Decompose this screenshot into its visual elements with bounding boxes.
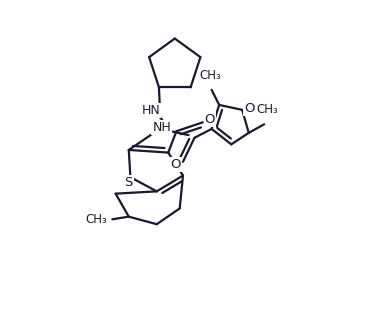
Text: HN: HN (141, 104, 160, 117)
Text: O: O (171, 158, 181, 171)
Text: O: O (244, 102, 255, 115)
Text: O: O (205, 113, 215, 126)
Text: CH₃: CH₃ (257, 103, 278, 117)
Text: NH: NH (152, 121, 171, 135)
Text: S: S (124, 176, 133, 189)
Text: CH₃: CH₃ (199, 69, 221, 82)
Text: CH₃: CH₃ (85, 213, 107, 226)
